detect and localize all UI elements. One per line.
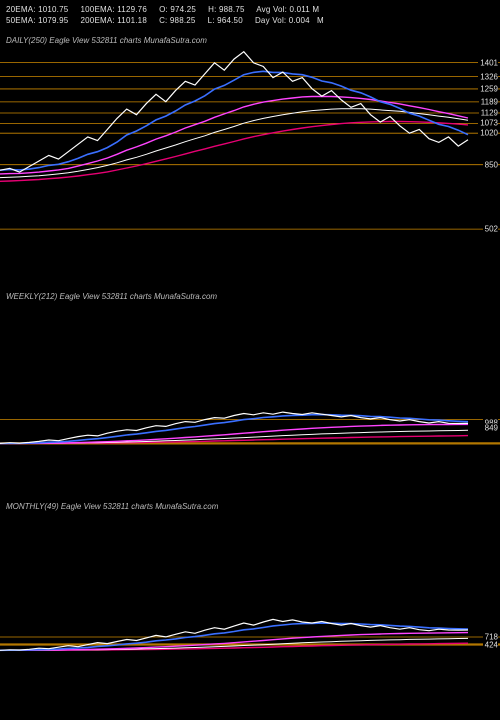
panel-title-2: MONTHLY(49) Eagle View 532811 charts Mun… — [6, 502, 218, 511]
axis-label-right: 1020 — [478, 129, 498, 138]
chart-container: 20EMA: 1010.75 100EMA: 1129.76 O: 974.25… — [0, 0, 500, 720]
header-line-1: 20EMA: 1010.75 100EMA: 1129.76 O: 974.25… — [6, 4, 324, 15]
series-line — [0, 71, 468, 170]
panel-title-1: WEEKLY(212) Eagle View 532811 charts Mun… — [6, 292, 217, 301]
axis-label-right: 424 — [483, 640, 498, 649]
series-line — [0, 412, 468, 443]
chart-panel-1 — [0, 304, 500, 474]
axis-label-right: 849 — [483, 424, 498, 433]
chart-panel-0 — [0, 48, 500, 248]
panel-title-text: WEEKLY(212) Eagle View 532811 charts — [6, 292, 154, 301]
series-line — [0, 52, 468, 172]
panel-title-text: MONTHLY(49) Eagle View 532811 charts — [6, 502, 155, 511]
axis-label-right: 850 — [483, 160, 498, 169]
axis-label-right: 1129 — [479, 109, 498, 118]
axis-label-right: 1073 — [478, 119, 498, 128]
axis-label-right: 502 — [483, 225, 498, 234]
panel-title-site: MunafaSutra.com — [155, 502, 218, 511]
axis-label-right: 1259 — [478, 84, 498, 93]
series-line — [0, 415, 468, 444]
panel-title-0: DAILY(250) Eagle View 532811 charts Muna… — [6, 36, 207, 45]
header-stats: 20EMA: 1010.75 100EMA: 1129.76 O: 974.25… — [6, 4, 324, 26]
axis-label-right: 1326 — [478, 72, 498, 81]
panel-title-site: MunafaSutra.com — [154, 292, 217, 301]
panel-title-text: DAILY(250) Eagle View 532811 charts — [6, 36, 144, 45]
panel-title-site: MunafaSutra.com — [144, 36, 207, 45]
header-line-2: 50EMA: 1079.95 200EMA: 1101.18 C: 988.25… — [6, 15, 324, 26]
axis-label-right: 1401 — [478, 58, 498, 67]
axis-label-right: 1189 — [479, 97, 498, 106]
chart-panel-2 — [0, 514, 500, 694]
